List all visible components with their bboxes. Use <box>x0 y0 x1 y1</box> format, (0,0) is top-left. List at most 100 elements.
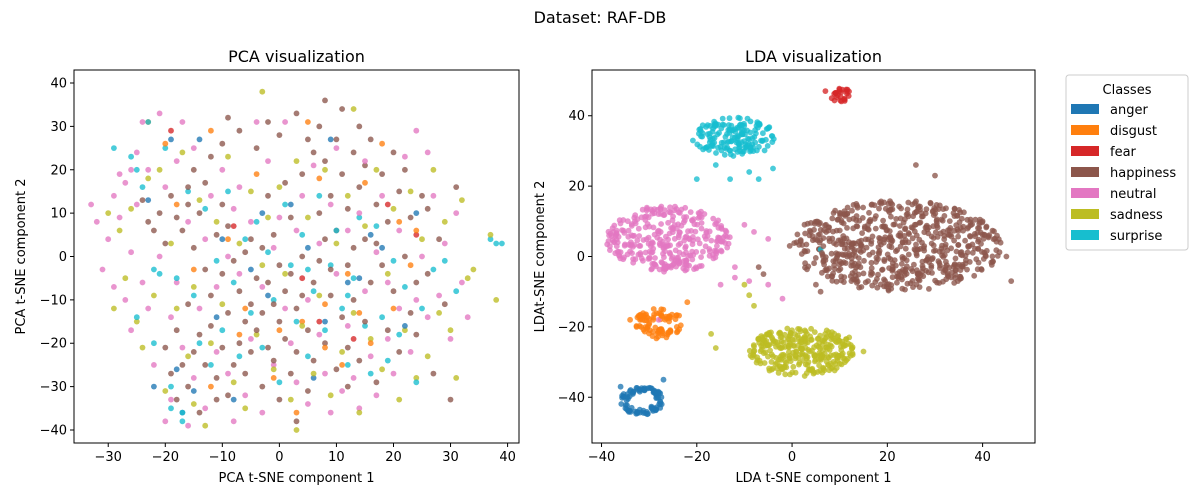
lda-point-happiness <box>919 263 926 269</box>
pca-point-happiness <box>287 370 294 377</box>
lda-point-happiness <box>897 223 903 229</box>
pca-point-neutral <box>116 171 123 178</box>
lda-point-happiness <box>974 266 981 273</box>
lda-point-happiness <box>846 216 853 223</box>
pca-point-neutral <box>464 314 471 321</box>
pca-point-happiness <box>379 262 385 269</box>
lda-point-sadness <box>762 349 769 356</box>
lda-point-happiness <box>868 240 875 247</box>
lda-point-sadness <box>782 371 789 378</box>
pca-point-neutral <box>447 336 454 342</box>
pca-point-happiness <box>447 396 454 403</box>
pca-point-surprise <box>419 305 425 312</box>
pca-point-surprise <box>373 223 380 230</box>
lda-point-sadness <box>791 337 798 343</box>
lda-point-neutral <box>690 216 697 223</box>
lda-point-surprise <box>713 150 719 156</box>
lda-point-happiness <box>858 242 865 249</box>
lda-point-neutral <box>650 224 657 231</box>
lda-point-happiness <box>804 248 811 255</box>
pca-point-happiness <box>282 336 288 342</box>
pca-point-surprise <box>213 257 220 264</box>
lda-point-happiness <box>931 205 938 211</box>
pca-point-neutral <box>162 184 169 191</box>
pca-point-surprise <box>236 353 243 360</box>
pca-point-surprise <box>384 357 391 364</box>
lda-point-neutral <box>698 254 704 260</box>
pca-point-happiness <box>316 257 323 264</box>
lda-point-surprise <box>727 176 733 183</box>
pca-point-happiness <box>362 236 368 243</box>
lda-point-anger <box>624 402 630 409</box>
lda-point-happiness <box>1003 253 1010 260</box>
legend-box <box>1065 74 1189 251</box>
lda-point-neutral <box>604 241 611 248</box>
pca-point-anger <box>190 388 197 394</box>
lda-point-happiness <box>852 268 858 275</box>
pca-point-sadness <box>402 327 408 334</box>
lda-point-neutral <box>655 227 662 234</box>
pca-point-anger <box>230 396 237 403</box>
pca-point-happiness <box>265 344 271 351</box>
lda-point-surprise <box>693 176 700 183</box>
pca-point-sadness <box>190 401 197 407</box>
pca-point-disgust <box>305 119 311 125</box>
pca-point-happiness <box>373 379 380 386</box>
pca-point-happiness <box>185 383 192 390</box>
lda-point-happiness <box>799 242 806 248</box>
pca-point-neutral <box>430 192 437 199</box>
pca-point-neutral <box>282 119 288 125</box>
pca-point-surprise <box>305 353 311 360</box>
pca-point-sadness <box>447 327 454 334</box>
pca-point-sadness <box>133 318 140 325</box>
lda-point-happiness <box>802 260 808 267</box>
lda-point-happiness <box>807 229 814 235</box>
lda-point-neutral <box>686 235 692 242</box>
pca-point-happiness <box>407 214 414 221</box>
lda-point-disgust <box>653 310 660 317</box>
lda-point-happiness <box>917 203 923 210</box>
lda-point-happiness <box>945 227 951 234</box>
pca-point-happiness <box>179 362 186 368</box>
pca-point-anger <box>327 136 334 143</box>
lda-point-happiness <box>902 245 909 252</box>
lda-point-neutral <box>663 243 670 250</box>
pca-point-happiness <box>253 275 260 282</box>
lda-point-happiness <box>888 282 895 288</box>
pca-point-sadness <box>362 223 368 230</box>
lda-point-happiness <box>931 248 937 254</box>
pca-point-disgust <box>253 171 260 178</box>
lda-point-neutral <box>765 281 772 288</box>
pca-point-neutral <box>287 340 294 347</box>
lda-point-neutral <box>718 248 725 255</box>
lda-point-happiness <box>915 271 921 278</box>
legend-label-sadness: sadness <box>1110 208 1163 223</box>
pca-point-sadness <box>396 396 403 403</box>
lda-point-happiness <box>905 199 912 206</box>
pca-point-neutral <box>139 279 146 286</box>
legend-label-surprise: surprise <box>1110 229 1162 244</box>
lda-point-happiness <box>850 276 856 283</box>
pca-point-neutral <box>362 158 368 165</box>
pca-point-sadness <box>230 379 237 386</box>
pca-point-anger <box>287 201 294 208</box>
lda-point-happiness <box>951 237 957 244</box>
pca-point-neutral <box>384 279 391 286</box>
lda-point-surprise <box>760 130 766 137</box>
pca-point-happiness <box>390 149 397 156</box>
pca-point-anger <box>344 279 351 286</box>
lda-point-neutral <box>630 243 636 250</box>
pca-point-happiness <box>282 288 288 295</box>
pca-point-happiness <box>236 127 243 134</box>
pca-point-happiness <box>413 279 420 286</box>
lda-point-neutral <box>671 235 678 242</box>
pca-point-happiness <box>299 171 306 178</box>
lda-point-happiness <box>934 216 940 223</box>
lda-point-surprise <box>756 121 763 128</box>
lda-point-neutral <box>661 263 668 270</box>
pca-point-surprise <box>179 418 186 425</box>
lda-point-happiness <box>837 210 843 217</box>
lda-point-happiness <box>964 266 970 273</box>
pca-point-happiness <box>310 149 317 156</box>
lda-point-neutral <box>642 249 649 256</box>
